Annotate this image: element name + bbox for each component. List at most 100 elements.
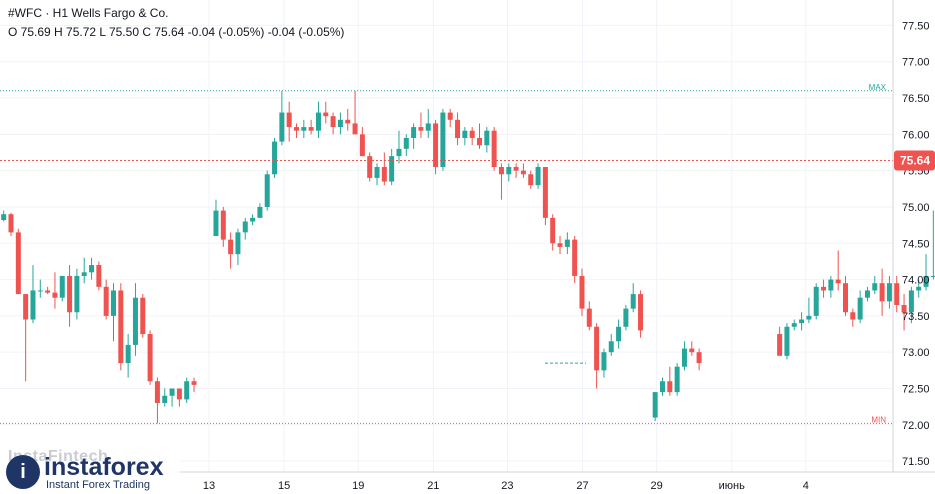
time-tick-label: 13 [203,480,215,492]
candle-body [498,167,504,175]
candle-body [242,221,248,233]
candle-body [660,381,665,393]
candle-body [286,112,292,128]
candle-body [652,392,658,418]
candle-body [257,206,263,218]
candle-body [901,304,907,313]
candle-body [294,127,299,131]
candle-body [813,286,819,316]
candle-body [96,265,102,287]
candle-body [689,348,695,353]
candle-body [425,123,431,131]
time-tick-label: 19 [352,480,364,492]
candle-body [213,210,219,236]
last-price-label: 75.64 [900,153,930,167]
candle-body [411,127,417,138]
candle-body [806,315,812,320]
candle-body [330,116,336,128]
candle-body [433,123,439,168]
price-tick-label: 74.50 [902,238,930,250]
candle-body [667,381,673,393]
candle-body [777,334,783,356]
candle-body [250,217,256,222]
candle-body [125,344,131,364]
candle-body [118,290,124,364]
candle-body [916,286,922,291]
price-tick-label: 76.00 [902,129,930,141]
time-tick-label: 23 [501,480,513,492]
candle-body [235,232,241,255]
candle-body [791,323,797,327]
level-lines [0,90,893,424]
candle-body [799,319,805,324]
candle-body [359,134,365,157]
candle-body [462,130,468,138]
price-tick-label: 71.50 [902,456,930,468]
candle-body [506,167,512,175]
candle-body [30,290,36,320]
candle-body [67,275,73,313]
candle-body [8,214,14,233]
candle-body [374,167,380,178]
candle-body [323,112,329,117]
time-axis[interactable]: 13 15 19 21 23 27 29 июнь 4 [203,480,809,492]
grid-lines [0,0,893,472]
candle-body [337,119,343,128]
candle-body [52,292,58,298]
price-tick-label: 75.00 [902,202,930,214]
candle-body [389,156,395,182]
candle-body [140,297,146,335]
candle-body [542,167,548,218]
candle-body [601,352,607,371]
candle-body [264,174,270,207]
candle-body [484,130,490,146]
candle-body [608,341,614,353]
candle-body [154,381,160,404]
candle-body [579,275,585,309]
candle-body [674,366,680,393]
candle-body [681,348,687,367]
candle-body [301,127,307,131]
price-tick-label: 74.00 [902,275,930,287]
candle-body [828,279,834,291]
ohlc-readout: O 75.69 H 75.72 L 75.50 C 75.64 -0.04 (-… [8,25,345,39]
candle-body [630,294,636,309]
candle-body [872,283,878,291]
candle-body [857,297,863,320]
price-axis[interactable]: 77.5077.0076.5076.0075.5075.0074.5074.00… [902,20,930,468]
time-tick-label: 15 [278,480,290,492]
price-markers: MAX MIN 75.64 [869,83,935,424]
candle-body [923,275,929,287]
candle-body [879,283,885,302]
candle-body [176,388,182,400]
candle-body [623,308,629,327]
logo-brand-text: instaforex [44,453,164,481]
candle-body [821,286,827,291]
candle-body [418,127,424,131]
candle-body [184,381,190,400]
candle-body [1,214,7,221]
candle-body [477,137,482,146]
candle-body [557,243,563,247]
candle-body [272,141,278,175]
candle-body [191,381,197,385]
candle-body [520,170,526,175]
candle-body [638,294,644,331]
min-label: MIN [871,415,886,424]
price-tick-label: 76.50 [902,93,930,105]
candle-body [572,239,578,276]
candle-body [220,210,226,240]
max-label: MAX [869,83,887,92]
candle-body [59,275,65,298]
price-tick-label: 77.50 [902,20,930,32]
time-tick-label: июнь [719,480,745,492]
candle-body [930,275,935,277]
candle-body [345,119,351,124]
candle-body [586,308,592,327]
candle-body [564,239,570,247]
candle-body [550,217,556,244]
candle-body [835,279,841,284]
last-price-badge [894,150,935,171]
candle-body [381,167,387,182]
